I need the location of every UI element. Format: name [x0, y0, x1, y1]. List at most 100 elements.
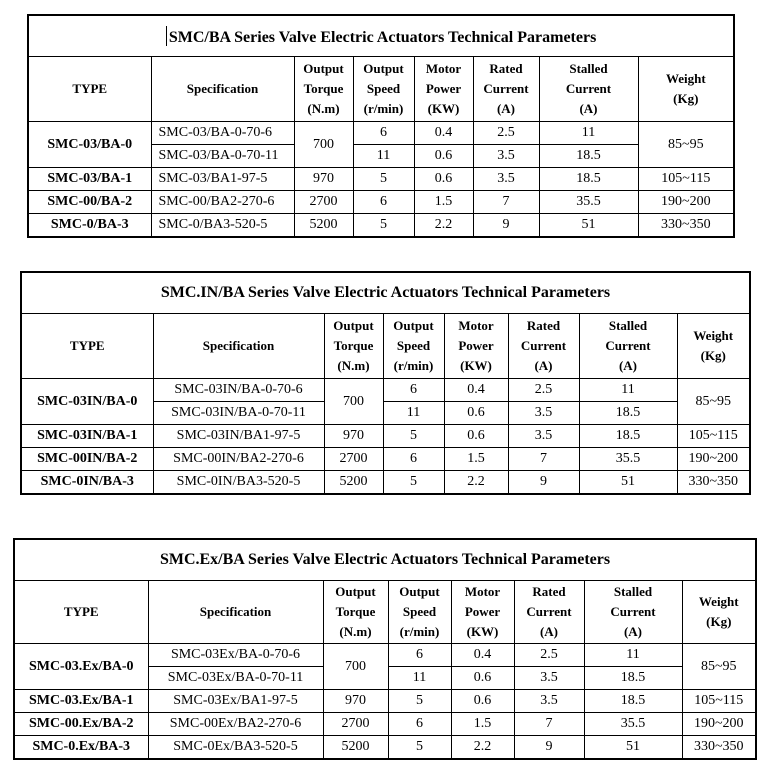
header-line: Current — [483, 81, 529, 96]
cell-torque: 5200 — [323, 470, 384, 495]
cell-weight: 105~115 — [681, 689, 757, 713]
cell-torque: 5200 — [293, 213, 354, 238]
cell-speed: 6 — [352, 121, 415, 145]
header-type: TYPE — [13, 580, 149, 644]
cell-rated: 7 — [472, 190, 540, 214]
cell-power: 1.5 — [413, 190, 474, 214]
header-type: TYPE — [20, 313, 154, 379]
header-line: Rated — [526, 318, 561, 333]
cell-rated: 9 — [507, 470, 580, 495]
header-weight: Weight (Kg) — [681, 580, 757, 644]
table-header-row: TYPE Specification Output Torque (N.m) O… — [13, 580, 757, 644]
header-output-torque: Output Torque (N.m) — [322, 580, 389, 644]
header-type: TYPE — [27, 56, 152, 122]
cell-speed: 5 — [382, 470, 445, 495]
header-line: Weight — [693, 328, 734, 343]
header-line: Current — [610, 604, 656, 619]
header-line: Motor — [425, 61, 462, 76]
header-line: (KW) — [427, 101, 460, 116]
table-header-row: TYPE Specification Output Torque (N.m) O… — [27, 56, 735, 122]
header-line: Stalled — [608, 318, 648, 333]
header-output-speed: Output Speed (r/min) — [382, 313, 445, 379]
cell-type: SMC-03.Ex/BA-0 — [13, 643, 149, 690]
cell-stalled: 51 — [578, 470, 678, 495]
cell-spec: SMC-03IN/BA1-97-5 — [152, 424, 325, 448]
header-line: (A) — [534, 358, 553, 373]
table-title-text: SMC/BA Series Valve Electric Actuators T… — [168, 28, 597, 46]
header-line: Output — [335, 584, 376, 599]
table-row: SMC-03/BA-0 SMC-03/BA-0-70-6 700 6 0.4 2… — [27, 121, 735, 168]
cell-rated: 2.5 — [472, 121, 540, 145]
cell-spec: SMC-00Ex/BA2-270-6 — [147, 712, 324, 736]
header-line: Stalled — [569, 61, 608, 76]
header-output-torque: Output Torque (N.m) — [293, 56, 354, 122]
cell-weight: 85~95 — [637, 121, 735, 168]
cell-power: 0.4 — [443, 378, 509, 402]
cell-type: SMC-00IN/BA-2 — [20, 447, 154, 471]
header-line: Rated — [489, 61, 523, 76]
table-header-row: TYPE Specification Output Torque (N.m) O… — [20, 313, 751, 379]
cell-power: 0.4 — [450, 643, 515, 667]
header-specification: Specification — [147, 580, 324, 644]
cell-stalled: 18.5 — [583, 666, 683, 690]
cell-stalled: 18.5 — [578, 424, 678, 448]
header-motor-power: Motor Power (KW) — [413, 56, 474, 122]
cell-spec: SMC-00IN/BA2-270-6 — [152, 447, 325, 471]
table-row: SMC-03IN/BA-0-70-11 11 0.6 3.5 18.5 — [21, 401, 750, 425]
header-line: Current — [605, 338, 651, 353]
cell-rated: 9 — [472, 213, 540, 238]
table-title-text: SMC.IN/BA Series Valve Electric Actuator… — [160, 284, 611, 301]
header-output-speed: Output Speed (r/min) — [352, 56, 415, 122]
header-line: Speed — [396, 338, 431, 353]
cell-stalled: 11 — [538, 121, 639, 145]
table-title: SMC.Ex/BA Series Valve Electric Actuator… — [13, 538, 757, 581]
cell-rated: 3.5 — [507, 424, 580, 448]
header-line: Output — [393, 318, 434, 333]
cell-power: 2.2 — [450, 735, 515, 760]
table-row: SMC-03Ex/BA-0-70-11 11 0.6 3.5 18.5 — [14, 666, 756, 690]
header-line: Weight — [698, 594, 739, 609]
cell-type: SMC-0.Ex/BA-3 — [13, 735, 149, 760]
header-line: (r/min) — [393, 358, 434, 373]
header-line: (A) — [618, 358, 638, 373]
cell-power: 2.2 — [443, 470, 509, 495]
table-row: SMC-0.Ex/BA-3 SMC-0Ex/BA3-520-5 5200 5 2… — [13, 735, 757, 760]
cell-type: SMC-03/BA-1 — [27, 167, 152, 191]
header-line: (N.m) — [307, 101, 340, 116]
cell-rated: 2.5 — [507, 378, 580, 402]
cell-weight: 330~350 — [637, 213, 735, 238]
smc-ex-ba-table: SMC.Ex/BA Series Valve Electric Actuator… — [13, 538, 758, 760]
cell-weight: 85~95 — [681, 643, 757, 690]
header-motor-power: Motor Power (KW) — [443, 313, 509, 379]
cell-spec: SMC-0/BA3-520-5 — [150, 213, 295, 238]
cell-weight: 105~115 — [676, 424, 751, 448]
cell-spec: SMC-03Ex/BA-0-70-6 — [147, 643, 324, 667]
header-stalled-current: Stalled Current (A) — [538, 56, 639, 122]
cell-rated: 9 — [513, 735, 585, 760]
cell-stalled: 18.5 — [538, 167, 639, 191]
cell-power: 0.6 — [413, 144, 474, 168]
cell-spec: SMC-0IN/BA3-520-5 — [152, 470, 325, 495]
cell-torque: 970 — [323, 424, 384, 448]
cell-stalled: 18.5 — [583, 689, 683, 713]
cell-rated: 3.5 — [472, 144, 540, 168]
table-title-row: SMC.IN/BA Series Valve Electric Actuator… — [20, 271, 751, 314]
cell-type: SMC-03IN/BA-1 — [20, 424, 154, 448]
cell-spec: SMC-03/BA1-97-5 — [150, 167, 295, 191]
table-title: SMC/BA Series Valve Electric Actuators T… — [27, 14, 735, 57]
cell-power: 0.6 — [450, 689, 515, 713]
header-line: Torque — [335, 604, 376, 619]
cell-weight: 105~115 — [637, 167, 735, 191]
cell-speed: 5 — [387, 689, 452, 713]
header-line: (N.m) — [339, 624, 372, 639]
header-line: (Kg) — [673, 91, 699, 106]
cell-speed: 6 — [382, 378, 445, 402]
cell-spec: SMC-0Ex/BA3-520-5 — [147, 735, 324, 760]
header-line: (r/min) — [363, 101, 404, 116]
cell-power: 2.2 — [413, 213, 474, 238]
cell-speed: 6 — [382, 447, 445, 471]
table-row: SMC-03IN/BA-0 SMC-03IN/BA-0-70-6 700 6 0… — [20, 378, 751, 425]
cell-weight: 330~350 — [681, 735, 757, 760]
cell-weight: 190~200 — [681, 712, 757, 736]
cell-stalled: 35.5 — [583, 712, 683, 736]
